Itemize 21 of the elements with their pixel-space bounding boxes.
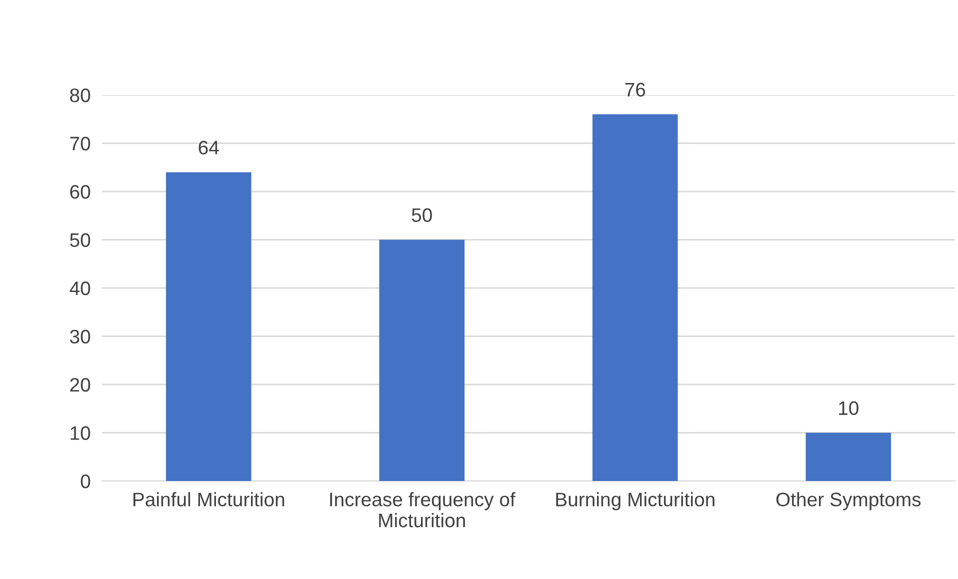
y-tick-label: 80	[70, 88, 90, 102]
y-tick-label: 60	[70, 184, 90, 199]
data-label: 76	[625, 82, 646, 97]
y-tick-label: 70	[70, 136, 90, 150]
y-tick-label: 30	[70, 330, 90, 344]
y-tick-label: 50	[70, 233, 90, 247]
y-tick-label: 20	[70, 378, 90, 392]
y-tick-label: 40	[70, 281, 90, 296]
data-label: 50	[412, 208, 432, 222]
x-tick-label: Painful Micturition	[133, 492, 284, 506]
bar	[379, 240, 465, 481]
data-label: 10	[839, 401, 858, 416]
y-tick-label: 0	[80, 474, 90, 488]
x-tick-label: Increase frequency of Micturition	[330, 492, 516, 528]
data-label: 64	[198, 140, 219, 154]
bar	[166, 172, 252, 481]
bar	[806, 432, 892, 481]
y-tick-label: 10	[70, 426, 90, 440]
x-tick-label: Burning Micturition	[556, 492, 714, 510]
x-tick-label: Other Symptoms	[776, 492, 921, 510]
bar	[592, 114, 678, 481]
